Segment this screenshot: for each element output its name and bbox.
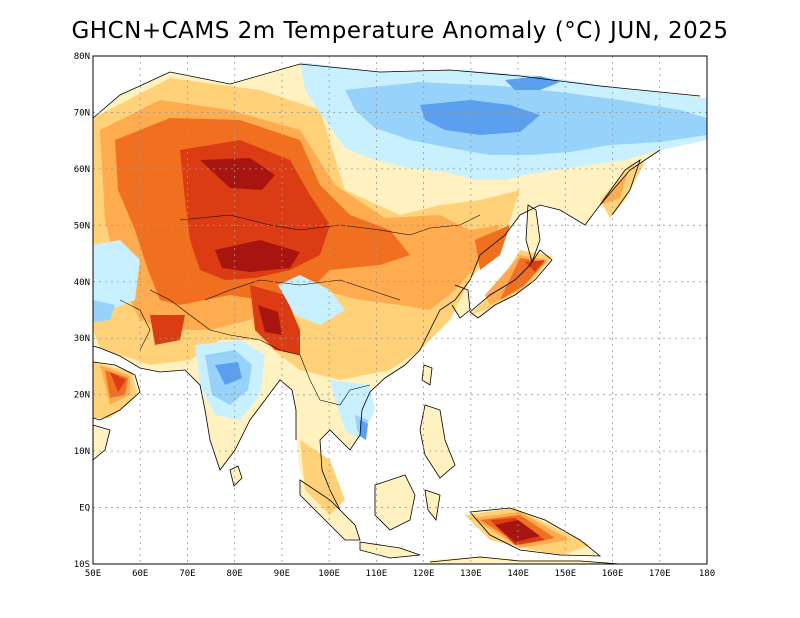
land-africa-horn [93, 425, 110, 460]
lon-tick-label: 140E [507, 569, 529, 579]
warm-anomaly-level-5 [200, 158, 540, 542]
country-borders [119, 214, 481, 406]
lat-tick-label: 10N [74, 447, 90, 457]
lat-tick-label: 50N [74, 221, 90, 231]
lon-tick-label: 130E [460, 569, 482, 579]
land-taiwan [422, 365, 432, 385]
lon-tick-label: 150E [554, 569, 576, 579]
lon-tick-label: 110E [366, 569, 388, 579]
lat-tick-label: 80N [74, 52, 90, 62]
lat-tick-label: EQ [79, 504, 90, 514]
longitude-tick-labels: 50E 60E 70E 80E 90E 100E 110E 120E 130E 140E 150E 1… [85, 569, 715, 579]
land-sakhalin [526, 205, 540, 262]
cool-anomaly-level-3 [215, 76, 560, 440]
lon-tick-label: 160E [602, 569, 624, 579]
lon-tick-label: 90E [274, 569, 290, 579]
lon-tick-label: 80E [227, 569, 243, 579]
lat-tick-label: 10S [74, 560, 90, 570]
lon-tick-label: 120E [413, 569, 435, 579]
lon-tick-label: 60E [132, 569, 148, 579]
lat-tick-label: 20N [74, 391, 90, 401]
map-title: GHCN+CAMS 2m Temperature Anomaly (°C) JU… [71, 18, 729, 44]
land-philippines [420, 405, 455, 478]
land-borneo [375, 475, 415, 530]
lat-tick-label: 40N [74, 278, 90, 288]
land-australia-north [430, 556, 620, 564]
lon-tick-label: 170E [649, 569, 671, 579]
lat-tick-label: 60N [74, 165, 90, 175]
lon-tick-label: 100E [318, 569, 340, 579]
lat-lon-grid [93, 56, 707, 564]
lon-tick-label: 70E [179, 569, 195, 579]
land-sulawesi [425, 490, 440, 520]
lon-tick-label: 180 [699, 569, 715, 579]
lat-tick-label: 70N [74, 108, 90, 118]
lat-tick-label: 30N [74, 334, 90, 344]
lon-tick-label: 50E [85, 569, 101, 579]
latitude-tick-labels: 80N 70N 60N 50N 40N 30N 20N 10N EQ 10S [74, 52, 90, 570]
coastlines [93, 63, 701, 564]
map-frame-border [92, 55, 708, 565]
